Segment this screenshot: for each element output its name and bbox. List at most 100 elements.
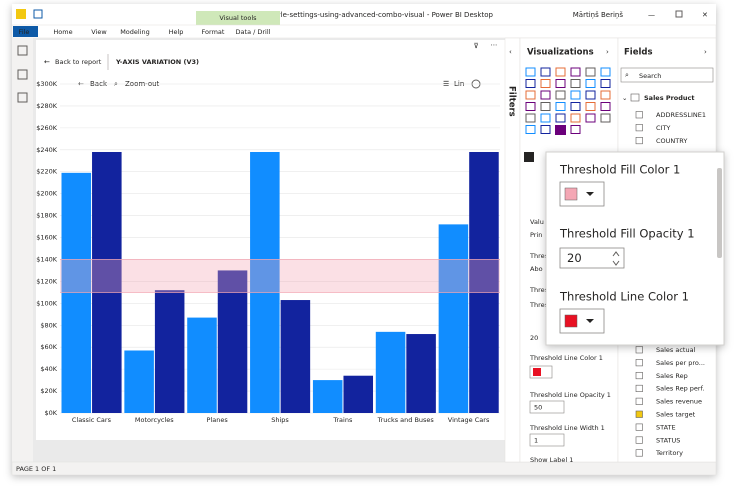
number-input[interactable] bbox=[529, 400, 565, 414]
visual-type-icon[interactable] bbox=[570, 102, 581, 111]
visual-type-icon[interactable] bbox=[540, 90, 551, 100]
visual-type-icon[interactable] bbox=[585, 67, 596, 77]
field-checkbox[interactable] bbox=[635, 423, 643, 431]
visual-type-icon[interactable] bbox=[540, 125, 551, 134]
bar bbox=[438, 224, 469, 413]
data-view[interactable] bbox=[17, 69, 28, 80]
field-name: Sales Rep perf. bbox=[656, 385, 704, 393]
field-name: Sales target bbox=[656, 411, 696, 419]
field-name: Sales actual bbox=[656, 346, 696, 354]
visual-type-icon[interactable] bbox=[585, 113, 596, 123]
field-name: ADDRESSLINE1 bbox=[656, 111, 706, 119]
field-checkbox[interactable] bbox=[635, 410, 643, 418]
field-checkbox[interactable] bbox=[635, 371, 643, 380]
spin-down[interactable] bbox=[612, 260, 620, 266]
x-tick-label: Trucks and Buses bbox=[377, 416, 435, 424]
bar bbox=[217, 270, 248, 413]
ribbon-tab[interactable]: File bbox=[19, 28, 30, 36]
color-swatch bbox=[533, 368, 541, 376]
visual-type-icon[interactable] bbox=[540, 79, 551, 88]
bar bbox=[406, 334, 436, 413]
visual-type-icon[interactable] bbox=[600, 79, 611, 88]
report-view[interactable] bbox=[17, 45, 28, 56]
visual-type-icon[interactable] bbox=[570, 125, 581, 134]
visual-type-icon[interactable] bbox=[555, 113, 566, 123]
context-tab bbox=[196, 11, 280, 25]
close[interactable]: ✕ bbox=[702, 11, 708, 19]
model-view[interactable] bbox=[17, 92, 28, 103]
visual-type-icon[interactable] bbox=[585, 79, 596, 88]
visual-type-icon[interactable] bbox=[525, 102, 536, 111]
visual-type-icon[interactable] bbox=[555, 67, 566, 77]
field-checkbox[interactable] bbox=[635, 137, 643, 145]
bar bbox=[154, 290, 185, 413]
visual-type-icon[interactable] bbox=[540, 102, 551, 111]
search-box[interactable] bbox=[620, 67, 714, 83]
minimize[interactable]: — bbox=[648, 11, 655, 19]
table-expand[interactable]: ⌄ bbox=[622, 94, 627, 102]
selected-visual bbox=[555, 125, 566, 135]
visual-type-icon[interactable] bbox=[525, 90, 536, 100]
field-checkbox[interactable] bbox=[635, 346, 643, 354]
visual-type-icon[interactable] bbox=[525, 79, 536, 88]
field-checkbox[interactable] bbox=[635, 124, 643, 132]
y-tick-label: $180K bbox=[36, 212, 58, 220]
visual-type-icon[interactable] bbox=[570, 90, 581, 100]
x-tick-label: Ships bbox=[271, 416, 289, 424]
filters-title[interactable]: Filters bbox=[507, 86, 517, 117]
ribbon-tab[interactable]: Data / Drill bbox=[236, 28, 271, 36]
visual-type-icon[interactable] bbox=[570, 79, 581, 88]
back-arrow[interactable]: ← bbox=[44, 58, 50, 66]
bar bbox=[124, 350, 154, 413]
number-input[interactable] bbox=[559, 247, 625, 269]
bar bbox=[469, 151, 499, 413]
visual-type-icon[interactable] bbox=[525, 67, 536, 77]
fields-arrow[interactable]: › bbox=[704, 48, 707, 56]
ribbon-tab[interactable]: Help bbox=[169, 28, 184, 36]
visual-type-icon[interactable] bbox=[600, 102, 611, 111]
number-input[interactable] bbox=[529, 433, 565, 447]
visual-type-icon[interactable] bbox=[540, 113, 551, 123]
visual-type-icon[interactable] bbox=[570, 67, 581, 77]
filter-icon[interactable]: ⊽ bbox=[473, 42, 478, 50]
visual-type-icon[interactable] bbox=[555, 79, 566, 88]
custom-visual bbox=[524, 152, 534, 162]
ribbon-tab[interactable]: Home bbox=[53, 28, 72, 36]
color-swatch bbox=[564, 187, 578, 201]
y-tick-label: $80K bbox=[40, 321, 57, 329]
visual-type-icon[interactable] bbox=[570, 113, 581, 123]
y-tick-label: $280K bbox=[36, 102, 58, 110]
field-checkbox[interactable] bbox=[635, 397, 643, 405]
spin-up[interactable] bbox=[612, 251, 620, 257]
maximize[interactable] bbox=[675, 10, 683, 18]
visual-type-icon[interactable] bbox=[600, 113, 611, 123]
x-tick-label: Vintage Cars bbox=[448, 416, 490, 424]
field-checkbox[interactable] bbox=[635, 436, 643, 444]
y-tick-label: $20K bbox=[40, 387, 57, 395]
ribbon-tab[interactable]: View bbox=[91, 28, 107, 36]
more-options[interactable]: ⋯ bbox=[491, 41, 498, 49]
visualizations-title: Visualizations bbox=[527, 48, 594, 58]
visual-type-icon[interactable] bbox=[600, 67, 611, 77]
dropdown-arrow bbox=[586, 319, 594, 323]
field-checkbox[interactable] bbox=[635, 384, 643, 393]
field-checkbox[interactable] bbox=[635, 111, 643, 119]
collapse-arrow[interactable]: ‹ bbox=[509, 48, 512, 56]
visual-type-icon[interactable] bbox=[525, 113, 536, 123]
visual-type-icon[interactable] bbox=[585, 102, 596, 111]
visual-type-icon[interactable] bbox=[525, 125, 536, 134]
back-to-report[interactable]: Back to report bbox=[55, 58, 102, 66]
field-name: Sales Rep bbox=[656, 372, 688, 380]
visual-type-icon[interactable] bbox=[600, 90, 611, 100]
ribbon-tab[interactable]: Format bbox=[202, 28, 225, 36]
y-tick-label: $220K bbox=[36, 168, 58, 176]
field-checkbox[interactable] bbox=[635, 449, 643, 457]
visual-type-icon[interactable] bbox=[555, 102, 566, 111]
visual-type-icon[interactable] bbox=[540, 67, 551, 77]
ribbon-tab[interactable]: Modeling bbox=[120, 28, 150, 36]
visual-type-icon[interactable] bbox=[555, 90, 566, 100]
field-checkbox[interactable] bbox=[635, 359, 643, 367]
visual-type-icon[interactable] bbox=[585, 90, 596, 100]
left-nav bbox=[12, 38, 33, 462]
pane-arrow[interactable]: › bbox=[606, 48, 609, 56]
